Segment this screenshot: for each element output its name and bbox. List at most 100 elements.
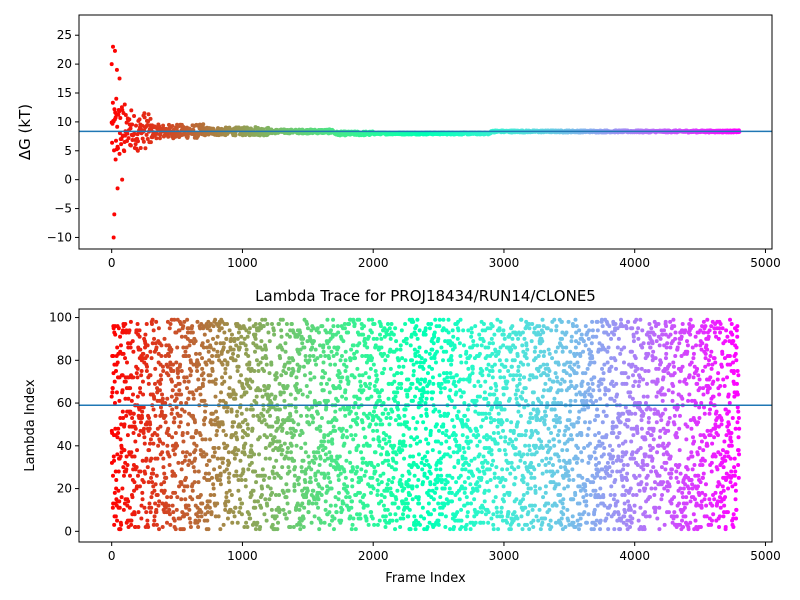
data-point	[316, 330, 321, 335]
data-point	[455, 336, 460, 341]
data-point	[125, 433, 130, 438]
data-point	[526, 510, 531, 515]
data-point	[465, 435, 470, 440]
data-point	[352, 321, 357, 326]
data-point	[232, 336, 237, 341]
data-point	[386, 452, 391, 457]
data-point	[442, 503, 447, 508]
data-point	[405, 420, 410, 425]
data-point	[321, 343, 326, 348]
data-point	[286, 366, 291, 371]
data-point	[522, 460, 527, 465]
data-point	[465, 501, 470, 506]
data-point	[316, 450, 321, 455]
data-point	[179, 392, 184, 397]
data-point	[461, 328, 466, 333]
data-point	[515, 388, 520, 393]
data-point	[143, 332, 148, 337]
data-point	[327, 522, 332, 527]
data-point	[248, 516, 253, 521]
data-point	[499, 514, 504, 519]
data-point	[434, 422, 439, 427]
data-point	[401, 433, 406, 438]
data-point	[308, 377, 313, 382]
data-point	[164, 520, 169, 525]
data-point	[338, 379, 343, 384]
data-point	[489, 463, 494, 468]
data-point	[524, 428, 529, 433]
data-point	[110, 390, 115, 395]
data-point	[383, 358, 388, 363]
data-point	[286, 465, 291, 470]
data-point	[245, 334, 250, 339]
data-point	[418, 514, 423, 519]
data-point	[292, 473, 297, 478]
data-point	[276, 321, 281, 326]
data-point	[366, 522, 371, 527]
data-point	[477, 469, 482, 474]
data-point	[495, 510, 500, 515]
data-point	[246, 354, 251, 359]
data-point	[537, 486, 542, 491]
data-point	[458, 354, 463, 359]
data-point	[540, 317, 545, 322]
data-point	[438, 467, 443, 472]
data-point	[149, 495, 154, 500]
data-point	[372, 383, 377, 388]
data-point	[404, 336, 409, 341]
data-point	[144, 510, 149, 515]
data-point	[131, 430, 136, 435]
data-point	[206, 471, 211, 476]
y-tick-label: −10	[47, 230, 72, 244]
data-point	[121, 465, 126, 470]
data-point	[501, 332, 506, 337]
data-point	[464, 360, 469, 365]
data-point	[474, 398, 479, 403]
data-point	[432, 356, 437, 361]
data-point	[530, 321, 535, 326]
data-point	[199, 510, 204, 515]
data-point	[486, 401, 491, 406]
data-point	[233, 392, 238, 397]
data-point	[286, 488, 291, 493]
data-point	[475, 488, 480, 493]
data-point	[288, 392, 293, 397]
data-point	[194, 351, 199, 356]
data-point	[212, 445, 217, 450]
data-point	[239, 478, 244, 483]
data-point	[391, 475, 396, 480]
data-point	[511, 373, 516, 378]
data-point	[264, 356, 269, 361]
data-point	[380, 371, 385, 376]
data-point	[243, 418, 248, 423]
data-point	[495, 424, 500, 429]
data-point	[112, 48, 117, 53]
data-point	[207, 379, 212, 384]
data-point	[367, 411, 372, 416]
data-point	[279, 373, 284, 378]
data-point	[210, 411, 215, 416]
data-point	[260, 394, 265, 399]
data-point	[350, 499, 355, 504]
data-point	[333, 409, 338, 414]
data-point	[523, 386, 528, 391]
data-point	[400, 473, 405, 478]
data-point	[137, 117, 142, 122]
data-point	[538, 527, 543, 532]
data-point	[423, 326, 428, 331]
data-point	[169, 495, 174, 500]
data-point	[114, 368, 119, 373]
data-point	[309, 467, 314, 472]
data-point	[344, 458, 349, 463]
data-point	[477, 439, 482, 444]
data-point	[386, 463, 391, 468]
data-point	[324, 381, 329, 386]
data-point	[328, 362, 333, 367]
data-point	[408, 454, 413, 459]
data-point	[257, 416, 262, 421]
data-point	[368, 381, 373, 386]
data-point	[506, 441, 511, 446]
data-point	[416, 452, 421, 457]
data-point	[304, 383, 309, 388]
data-point	[311, 488, 316, 493]
